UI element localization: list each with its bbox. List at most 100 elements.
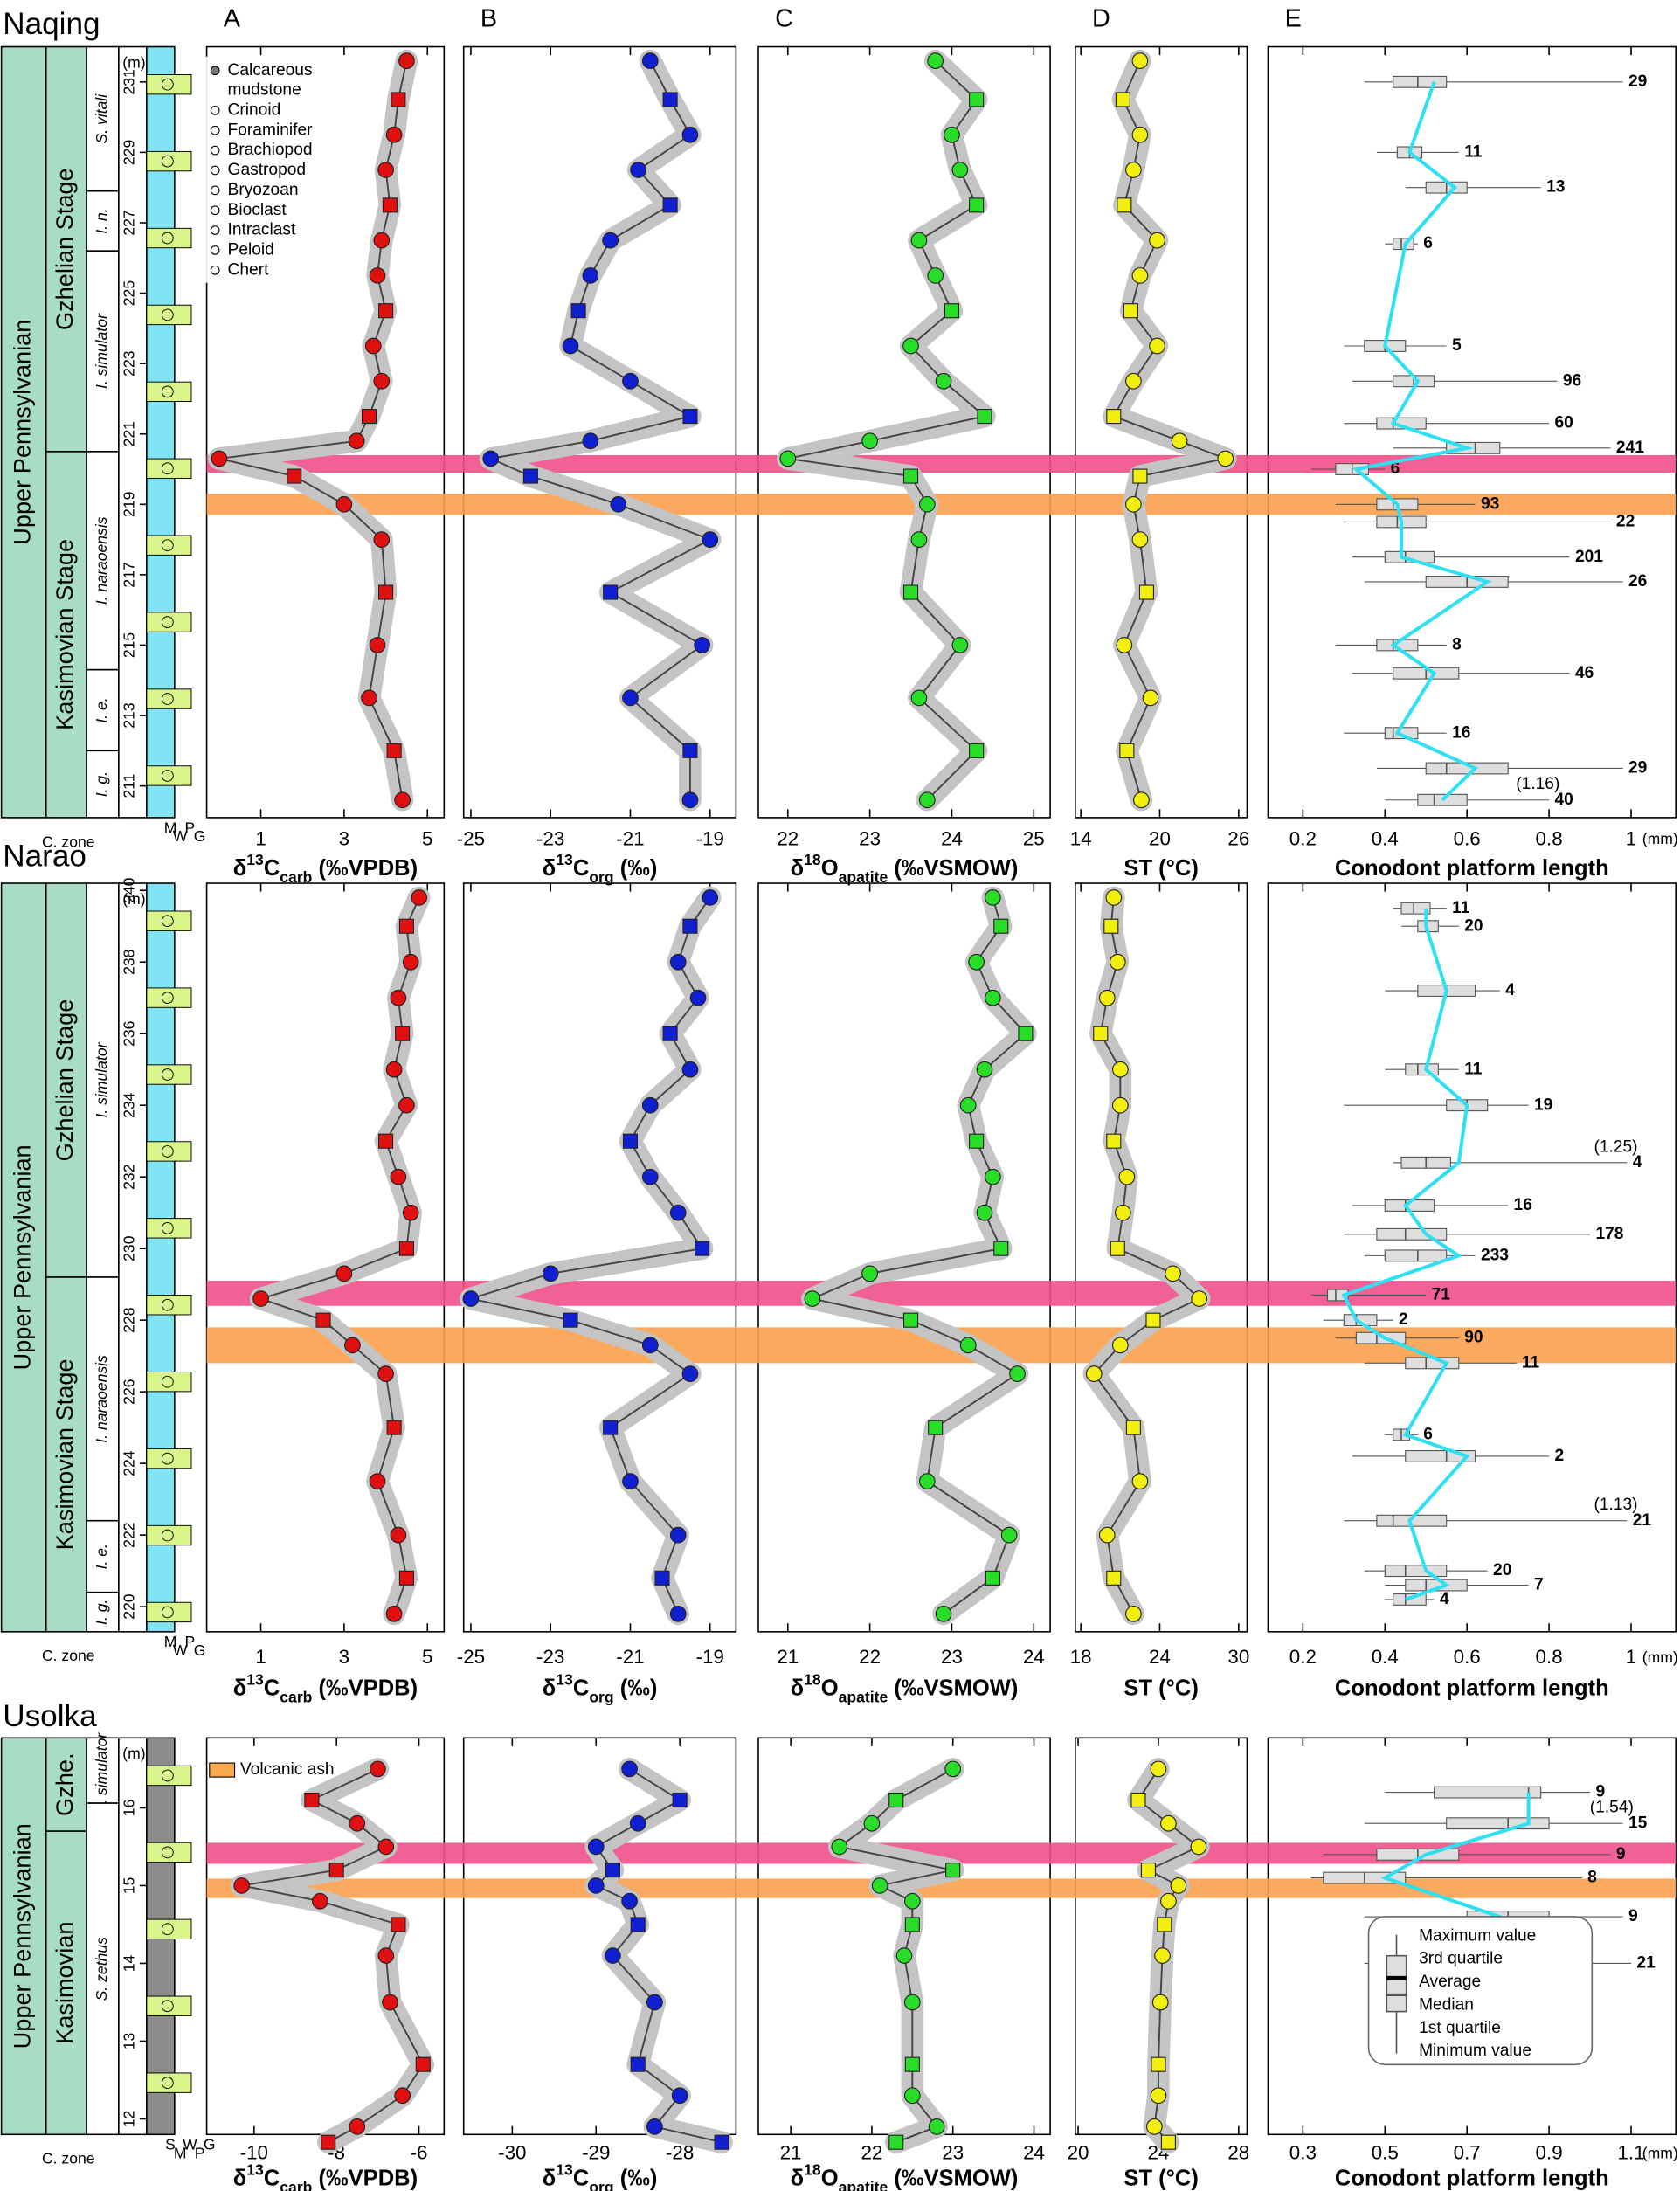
x-axis-title-part: Conodont platform length: [1335, 1676, 1609, 1700]
max-label: (1.54): [1590, 1799, 1634, 1817]
data-point: [348, 432, 365, 450]
x-tick-label: 23: [941, 1646, 963, 1668]
x-axis-title-part: δ: [543, 856, 557, 881]
x-tick-label: 0.8: [1536, 827, 1563, 849]
data-point: [985, 889, 1001, 906]
facies-letter: P: [185, 819, 196, 836]
event-band: [206, 454, 1677, 473]
count-label: 9: [1595, 1783, 1605, 1801]
x-axis-title-part: carb: [280, 1688, 312, 1705]
x-tick-label: 0.4: [1372, 1646, 1399, 1668]
count-label: 5: [1452, 336, 1462, 355]
data-point: [1160, 1892, 1177, 1910]
x-tick-label: -29: [582, 2142, 610, 2164]
box-legend-label: 3rd quartile: [1419, 1950, 1503, 1968]
x-tick-label: 1: [1626, 827, 1636, 849]
data-point: [1110, 1241, 1125, 1256]
series-label: Upper Pennsylvanian: [8, 320, 35, 545]
x-axis-title-part: (‰): [614, 856, 658, 881]
count-label: 241: [1616, 439, 1644, 457]
max-label: (1.25): [1594, 1137, 1637, 1156]
count-label: 20: [1464, 916, 1483, 935]
x-axis-title-part: C: [573, 856, 589, 881]
data-point: [969, 1133, 985, 1149]
count-label: 6: [1423, 1425, 1433, 1443]
data-point: [610, 495, 627, 513]
lithology-bed: [146, 1842, 192, 1863]
fossil-icon: [161, 992, 174, 1004]
series-label: Upper Pennsylvanian: [8, 1144, 35, 1370]
panel-letter: E: [1285, 5, 1302, 33]
facies-letter: W: [173, 1642, 188, 1659]
fossil-icon: [161, 915, 174, 928]
data-point: [641, 1096, 659, 1114]
data-point: [398, 1096, 415, 1114]
height-label: 211: [120, 774, 137, 798]
section-name: Usolka: [3, 1699, 97, 1733]
count-label: 29: [1628, 759, 1647, 778]
height-label: 222: [120, 1522, 137, 1547]
zone-box: [86, 882, 120, 1278]
data-point: [1165, 1265, 1181, 1282]
data-point: [863, 1814, 881, 1832]
data-point: [287, 468, 302, 484]
data-point: [1133, 791, 1150, 809]
count-label: 11: [1522, 1353, 1540, 1372]
legend-label: Bioclast: [228, 201, 287, 219]
x-tick-label: 0.6: [1454, 1646, 1481, 1668]
data-point: [369, 267, 386, 284]
data-point: [378, 584, 394, 600]
data-point: [1151, 1994, 1169, 2011]
data-point: [662, 1026, 678, 1041]
x-axis-title-part: C: [264, 856, 280, 881]
facies-letter: M: [174, 2144, 187, 2161]
box: [1376, 639, 1419, 652]
legend-symbol: [210, 165, 220, 176]
data-point: [542, 1265, 559, 1282]
count-label: 11: [1464, 142, 1483, 161]
x-tick-label: -23: [536, 827, 564, 849]
series-box: [0, 882, 47, 1633]
fossil-icon: [161, 1769, 174, 1782]
x-axis-title-part: δ: [543, 1676, 557, 1700]
section-name: Narao: [3, 840, 86, 874]
series-label: Upper Pennsylvanian: [8, 1823, 35, 2049]
legend-symbol: [210, 185, 220, 196]
height-label: 228: [120, 1307, 137, 1333]
data-point: [669, 1526, 687, 1544]
box: [1376, 417, 1427, 430]
x-axis-title-part: org: [589, 2178, 613, 2191]
legend-label: Calcareous: [228, 61, 313, 79]
data-point: [386, 743, 402, 758]
data-point: [415, 2056, 431, 2072]
data-point: [630, 2056, 646, 2072]
data-point: [373, 232, 391, 249]
data-point: [621, 1760, 638, 1778]
stage-box: [45, 451, 87, 819]
x-axis-title-part: 13: [246, 851, 264, 868]
series-box: [0, 45, 47, 819]
x-axis-title: δ18Oapatite (‰VSMOW): [791, 851, 1019, 886]
height-label: 227: [120, 210, 137, 235]
stage-box: [45, 1276, 87, 1633]
count-label: 4: [1633, 1153, 1642, 1172]
data-point: [570, 303, 586, 319]
zone-box: [86, 250, 120, 453]
height-label: 12: [120, 2111, 137, 2128]
count-label: 19: [1534, 1096, 1552, 1114]
data-point: [976, 1061, 993, 1078]
count-label: 201: [1575, 548, 1603, 566]
height-label: 229: [120, 140, 137, 165]
count-label: 7: [1534, 1576, 1544, 1594]
stage-box: [45, 882, 87, 1278]
data-point: [689, 989, 707, 1006]
facies-letter: P: [195, 2144, 205, 2161]
x-axis-title: ST (°C): [1123, 2166, 1198, 2190]
data-point: [1125, 372, 1142, 390]
data-point: [602, 232, 619, 249]
facies-letter: M: [164, 1633, 177, 1650]
data-point: [1125, 495, 1142, 513]
data-point: [1150, 1760, 1167, 1778]
event-band: [206, 1281, 1677, 1306]
data-point: [681, 126, 699, 143]
